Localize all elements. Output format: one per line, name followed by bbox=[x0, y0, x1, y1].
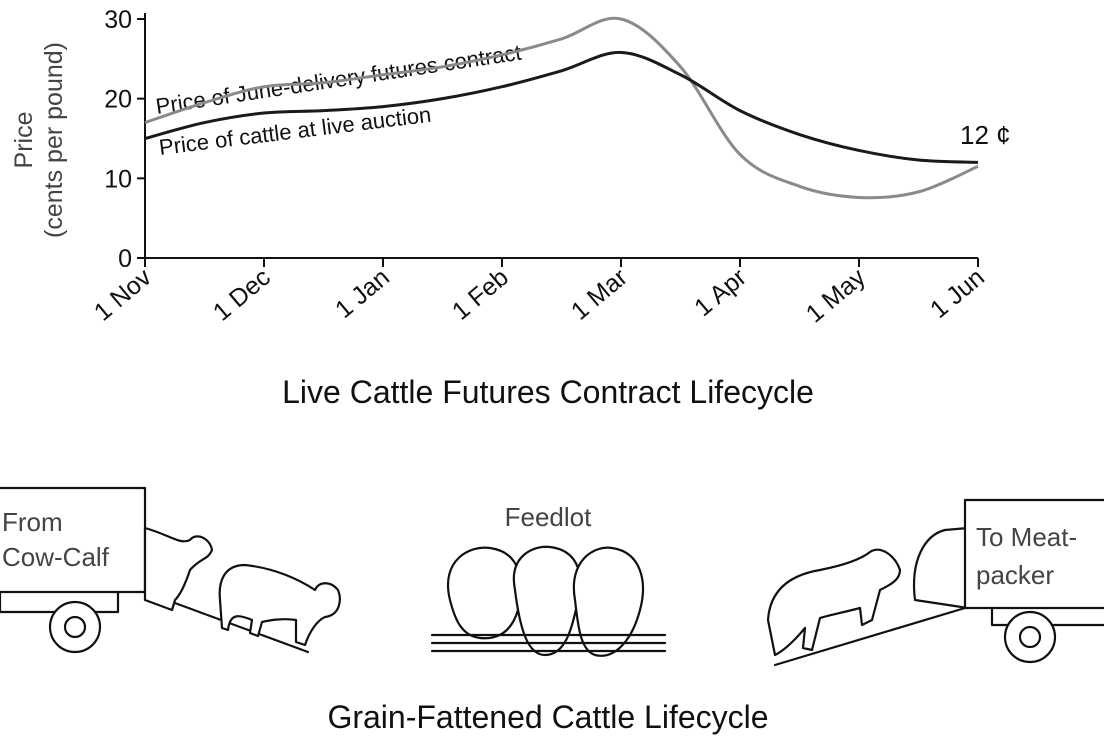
x-tick-label: 1 Dec bbox=[208, 263, 276, 326]
right-truck bbox=[766, 498, 1104, 667]
x-tick-label: 1 Jan bbox=[330, 263, 395, 324]
series-line bbox=[144, 16, 979, 200]
x-tick-label: 1 Apr bbox=[689, 263, 752, 322]
left-truck bbox=[0, 486, 341, 654]
x-tick-label: 1 Jun bbox=[925, 263, 990, 324]
illustration-title: Grain-Fattened Cattle Lifecycle bbox=[327, 699, 768, 735]
label: packer bbox=[976, 560, 1054, 590]
label: Cow-Calf bbox=[2, 542, 110, 572]
label: To Meat- bbox=[976, 522, 1077, 552]
y-axis-label: Price bbox=[10, 112, 38, 169]
y-tick-label: 10 bbox=[104, 165, 132, 193]
x-tick-label: 1 Feb bbox=[447, 263, 514, 326]
label: Feedlot bbox=[505, 502, 592, 532]
label: From bbox=[2, 507, 63, 537]
chart-title: Live Cattle Futures Contract Lifecycle bbox=[282, 374, 814, 410]
y-tick-label: 30 bbox=[104, 6, 132, 34]
illustration: From Cow-Calf Feedlot To Meat- packer Gr… bbox=[0, 486, 1104, 735]
x-tick-label: 1 May bbox=[801, 263, 872, 329]
series-line bbox=[144, 50, 979, 164]
y-tick-label: 20 bbox=[104, 86, 132, 114]
y-axis-label: (cents per pound) bbox=[40, 42, 68, 238]
y-tick-label: 0 bbox=[118, 245, 132, 273]
x-tick-label: 1 Mar bbox=[566, 263, 633, 326]
annotation: 12 ¢ bbox=[960, 120, 1011, 150]
feedlot bbox=[430, 545, 667, 657]
series-label: Price of June-delivery futures contract bbox=[154, 40, 523, 119]
